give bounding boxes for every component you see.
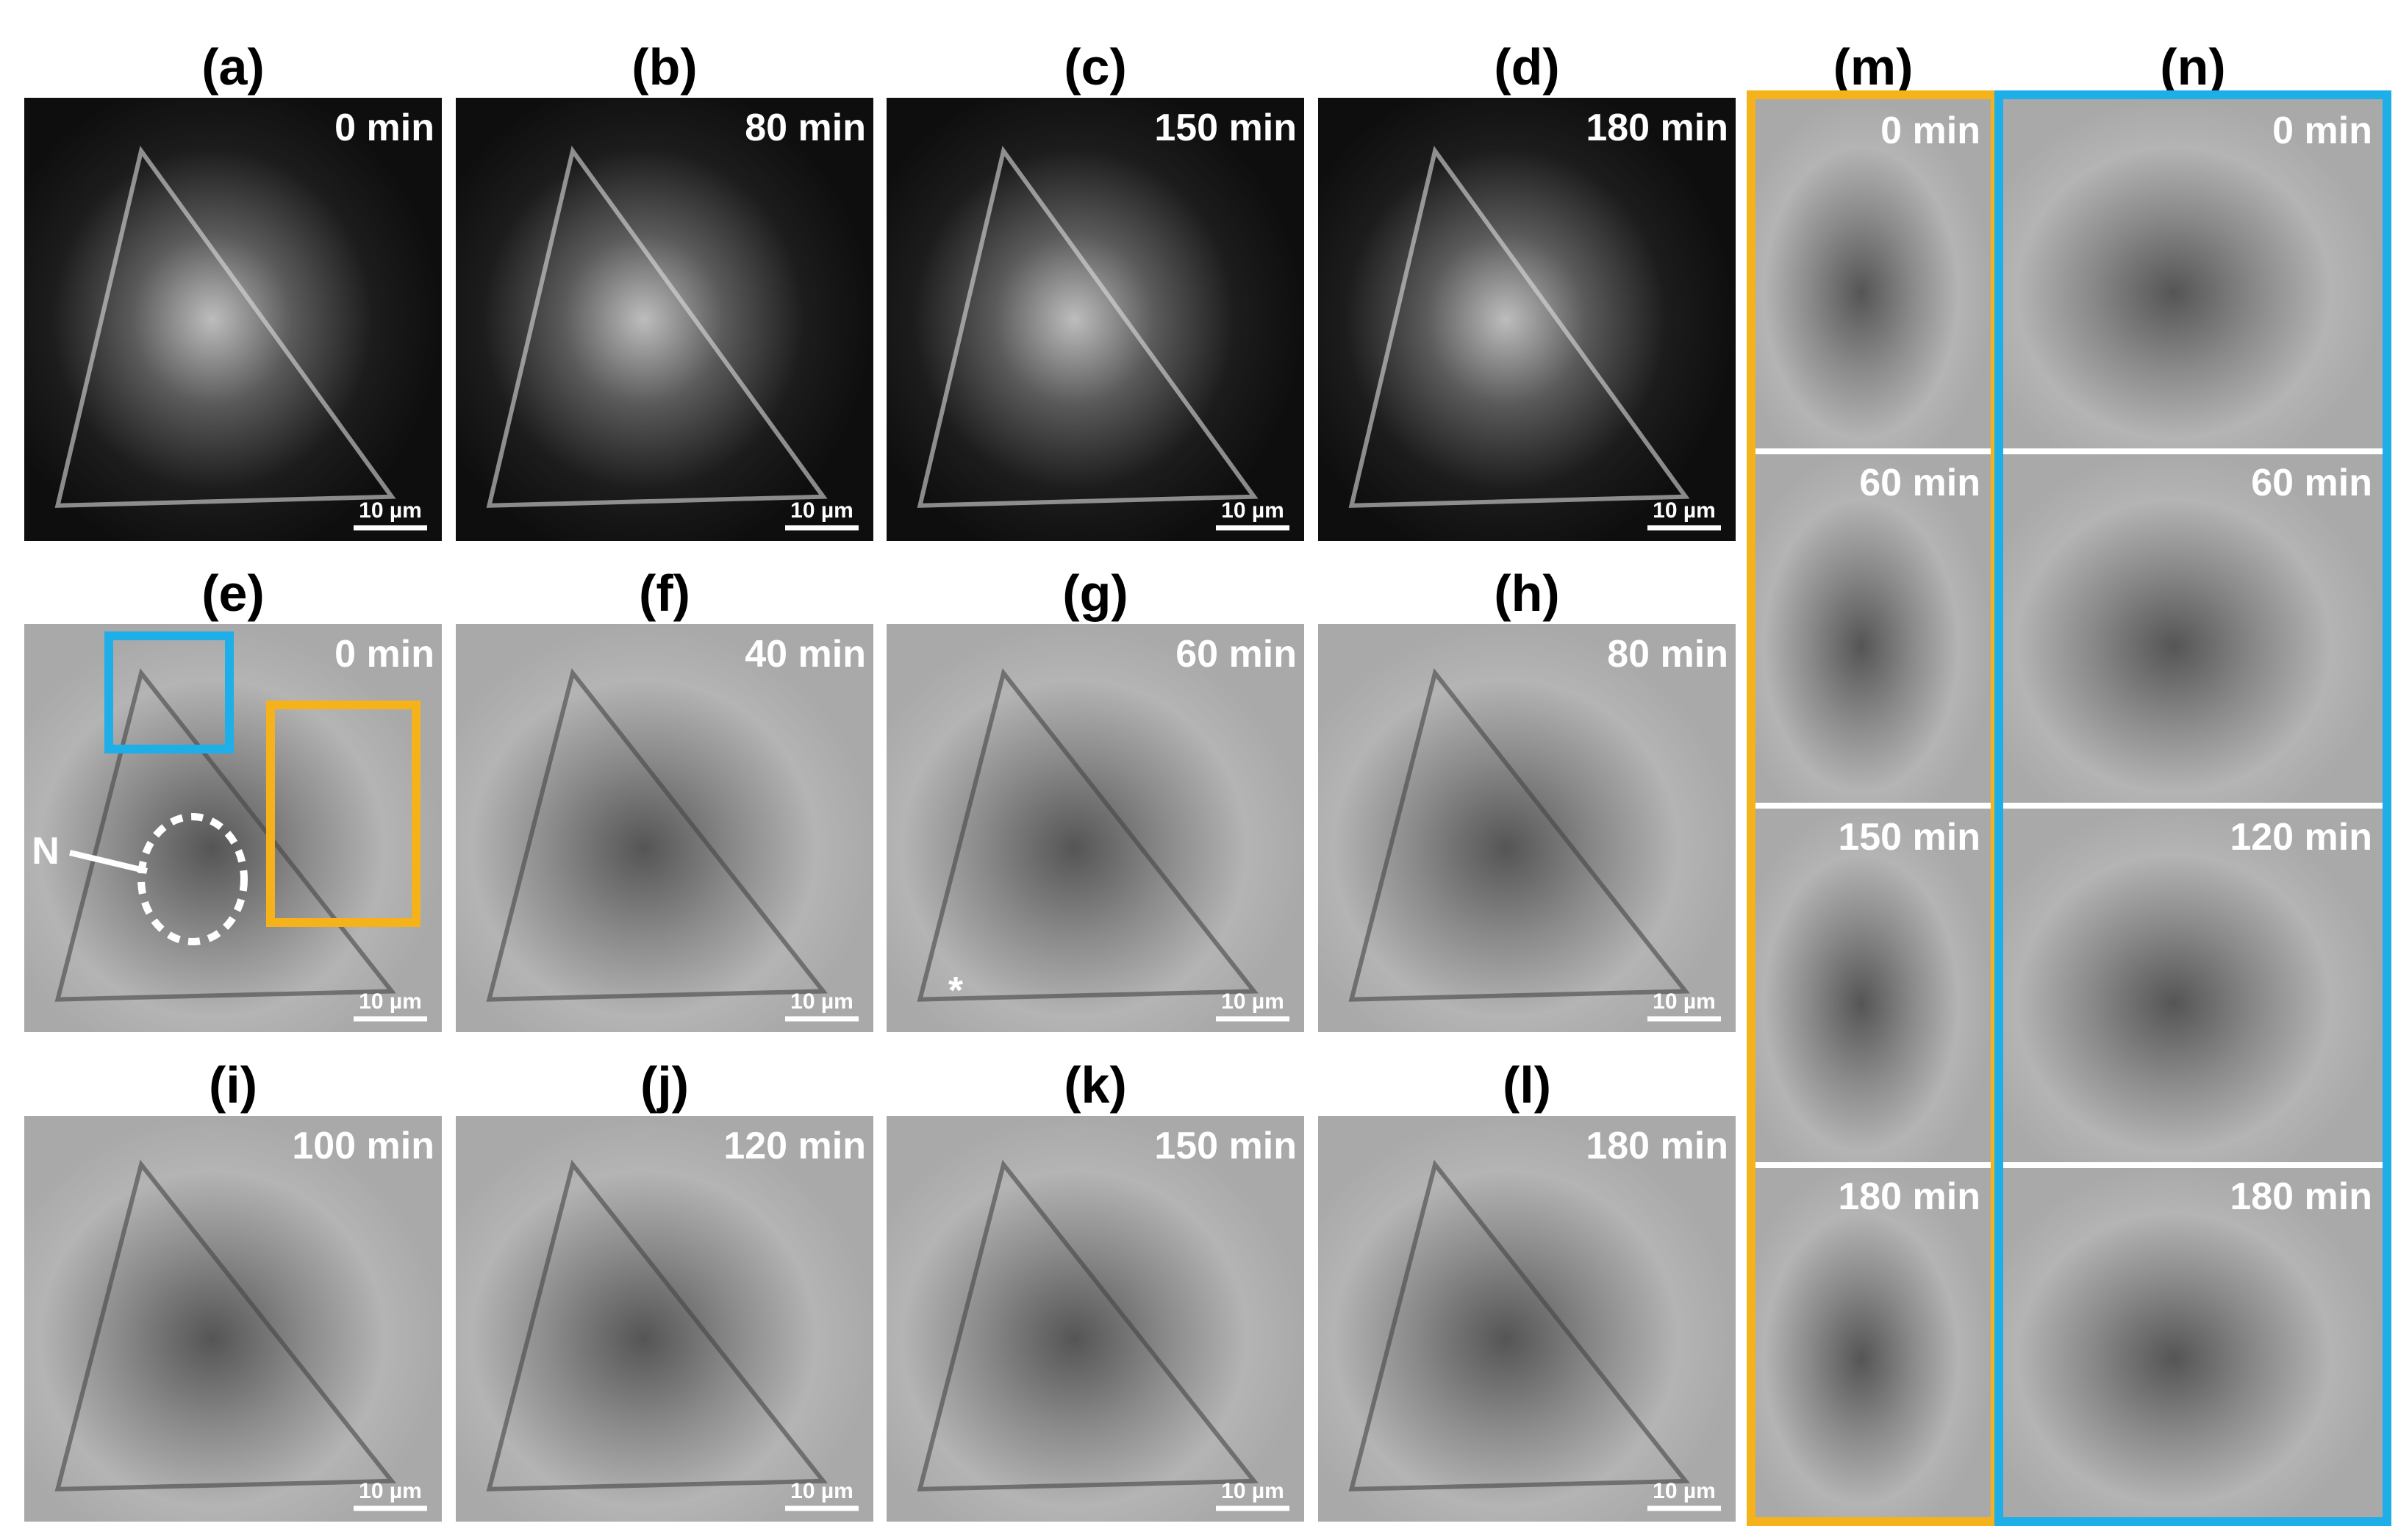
scale-bar-label: 10 µm: [1221, 989, 1284, 1014]
panel-label: (k): [1064, 1056, 1127, 1114]
time-label: 60 min: [2251, 462, 2372, 504]
panel-label: (l): [1503, 1056, 1551, 1114]
scale-bar-label: 10 µm: [359, 498, 422, 523]
micrograph: [1755, 806, 1991, 1165]
time-label: 180 min: [2230, 1175, 2372, 1218]
panel-label: (b): [631, 38, 697, 96]
time-label: 150 min: [1154, 107, 1297, 149]
micrograph: [2003, 1165, 2383, 1517]
micrograph: [456, 624, 873, 1032]
time-label: 180 min: [1586, 107, 1728, 149]
micrograph: [1318, 624, 1736, 1032]
panel-label: (d): [1494, 38, 1559, 96]
panel-label: (c): [1064, 38, 1127, 96]
time-label: 80 min: [1607, 633, 1728, 676]
scale-bar-label: 10 µm: [790, 498, 853, 523]
time-label: 0 min: [1880, 110, 1980, 152]
frame: [1994, 90, 2391, 1526]
time-label: 0 min: [334, 633, 434, 676]
scale-bar-label: 10 µm: [1221, 1479, 1284, 1503]
cell-outline: [1348, 1159, 1690, 1491]
time-label: 0 min: [334, 107, 434, 149]
time-label: 150 min: [1838, 816, 1980, 859]
time-label: 180 min: [1586, 1125, 1728, 1167]
scale-bar-label: 10 µm: [359, 1479, 422, 1503]
asterisk: *: [948, 970, 964, 1012]
cell-outline: [54, 1159, 396, 1491]
time-label: 180 min: [1838, 1175, 1980, 1218]
nucleus-label: N: [32, 830, 60, 873]
micrograph: [2003, 99, 2383, 451]
scale-bar-label: 10 µm: [1653, 989, 1716, 1014]
scale-bar-label: 10 µm: [359, 989, 422, 1014]
time-label: 40 min: [745, 633, 866, 676]
micrograph: [24, 98, 442, 541]
cell-outline: [486, 1159, 828, 1491]
cell-outline: [486, 667, 828, 1002]
micrograph: [24, 1116, 442, 1522]
panel-label: (h): [1494, 565, 1559, 622]
panel-label: (j): [640, 1056, 689, 1114]
micrograph: [2003, 451, 2383, 806]
panel-label: (e): [201, 565, 265, 622]
scale-bar-label: 10 µm: [1653, 1479, 1716, 1503]
panel-label: (i): [209, 1056, 257, 1114]
micrograph: [887, 1116, 1304, 1522]
time-label: 80 min: [745, 107, 866, 149]
scale-bar-label: 10 µm: [1221, 498, 1284, 523]
panel-label: (m): [1833, 38, 1914, 96]
cell-outline: [917, 667, 1259, 1002]
time-label: 100 min: [292, 1125, 434, 1167]
micrograph: [1318, 1116, 1736, 1522]
time-label: 0 min: [2272, 110, 2372, 152]
micrograph: [1755, 1165, 1991, 1517]
panel-label: (g): [1062, 565, 1128, 622]
scale-bar-label: 10 µm: [1653, 498, 1716, 523]
time-label: 150 min: [1154, 1125, 1297, 1167]
time-label: 120 min: [2230, 816, 2372, 859]
scale-bar-label: 10 µm: [790, 1479, 853, 1503]
time-label: 120 min: [723, 1125, 866, 1167]
cell-outline: [54, 146, 396, 508]
panel-label: (n): [2160, 38, 2225, 96]
cell-outline: [917, 1159, 1259, 1491]
inset-box-blue: [104, 631, 234, 753]
panel-label: (f): [639, 565, 690, 622]
micrograph: [2003, 806, 2383, 1165]
cell-outline: [486, 146, 828, 508]
micrograph: [456, 98, 873, 541]
time-label: 60 min: [1859, 462, 1980, 504]
panel-label: (a): [201, 38, 265, 96]
micrograph: [1755, 99, 1991, 451]
scale-bar-label: 10 µm: [790, 989, 853, 1014]
cell-outline: [1348, 667, 1690, 1002]
micrograph: [1755, 451, 1991, 806]
micrograph: [887, 98, 1304, 541]
micrograph: [456, 1116, 873, 1522]
micrograph: [1318, 98, 1736, 541]
nucleus-outline: [137, 813, 248, 945]
nucleus-pointer: [69, 850, 148, 874]
time-label: 60 min: [1175, 633, 1297, 676]
cell-outline: [1348, 146, 1690, 508]
inset-box-orange: [266, 701, 420, 927]
cell-outline: [917, 146, 1259, 508]
